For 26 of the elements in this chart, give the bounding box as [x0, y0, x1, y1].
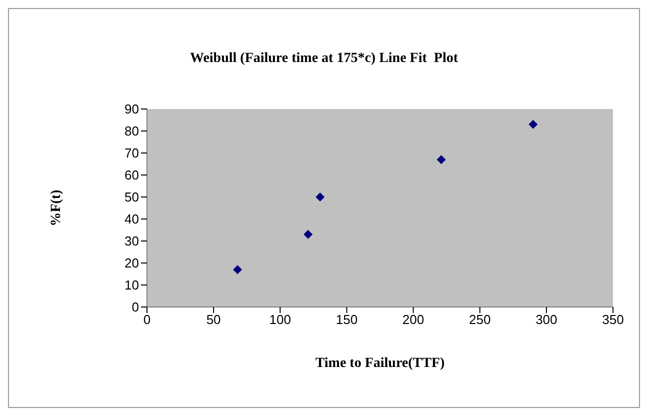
- x-tick-label: 200: [402, 312, 424, 328]
- point: [528, 120, 538, 129]
- x-tick-label: 50: [206, 312, 221, 328]
- y-tick-label: 80: [124, 124, 139, 139]
- x-tick-label: 350: [602, 312, 624, 328]
- x-axis-title: Time to Failure(TTF): [315, 356, 446, 371]
- x-tick-label: 150: [336, 312, 358, 328]
- y-tick-label: 90: [124, 102, 139, 117]
- y-tick-label: 60: [124, 168, 139, 183]
- y-tick-label: 30: [124, 234, 139, 249]
- y-tick-label: 10: [124, 278, 139, 293]
- point: [304, 230, 313, 239]
- point: [436, 155, 446, 164]
- y-tick-label: 50: [124, 190, 139, 205]
- x-tick-label: 100: [269, 312, 291, 328]
- point: [316, 192, 325, 202]
- y-tick-label: 40: [124, 212, 139, 227]
- y-tick-label: 20: [124, 256, 139, 271]
- y-tick-label: 0: [132, 300, 139, 315]
- x-tick-label: 300: [536, 312, 558, 328]
- chart-title: Weibull (Failure time at 175*c) Line Fit Plot: [188, 51, 460, 67]
- y-tick-label: 70: [124, 146, 139, 161]
- point: [233, 265, 242, 274]
- x-tick-label: 250: [469, 312, 491, 328]
- x-tick-label: 0: [143, 312, 151, 328]
- y-axis-title: %F(t): [48, 189, 64, 226]
